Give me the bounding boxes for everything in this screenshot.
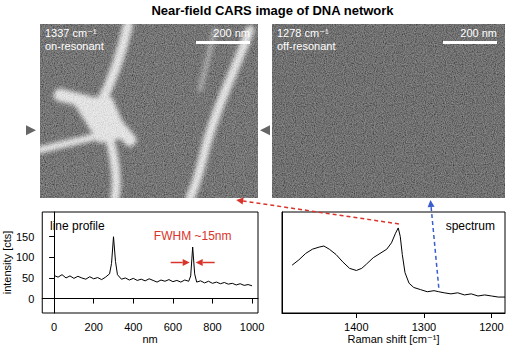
svg-text:600: 600	[164, 321, 182, 333]
svg-text:1278 cm⁻¹: 1278 cm⁻¹	[277, 27, 329, 39]
svg-text:nm: nm	[142, 333, 157, 345]
svg-text:200 nm: 200 nm	[460, 27, 497, 39]
svg-text:1300: 1300	[412, 321, 436, 333]
svg-text:off-resonant: off-resonant	[277, 40, 336, 52]
svg-text:0: 0	[51, 321, 57, 333]
svg-text:1337 cm⁻¹: 1337 cm⁻¹	[45, 27, 97, 39]
svg-text:200 nm: 200 nm	[213, 27, 250, 39]
svg-text:line profile: line profile	[50, 219, 105, 233]
svg-text:150: 150	[16, 231, 34, 243]
svg-text:200: 200	[85, 321, 103, 333]
svg-text:Near-field CARS image of DNA n: Near-field CARS image of DNA network	[151, 3, 394, 18]
svg-text:spectrum: spectrum	[446, 219, 495, 233]
svg-text:Raman shift [cm⁻¹]: Raman shift [cm⁻¹]	[348, 333, 440, 345]
svg-text:intensity [cts]: intensity [cts]	[1, 231, 13, 295]
svg-text:1400: 1400	[344, 321, 368, 333]
svg-text:FWHM ~15nm: FWHM ~15nm	[154, 229, 232, 243]
svg-text:400: 400	[124, 321, 142, 333]
svg-text:0: 0	[28, 293, 34, 305]
svg-text:1000: 1000	[240, 321, 264, 333]
svg-text:100: 100	[16, 251, 34, 263]
svg-text:on-resonant: on-resonant	[45, 40, 104, 52]
svg-text:1200: 1200	[479, 321, 503, 333]
svg-text:800: 800	[203, 321, 221, 333]
svg-text:50: 50	[22, 272, 34, 284]
